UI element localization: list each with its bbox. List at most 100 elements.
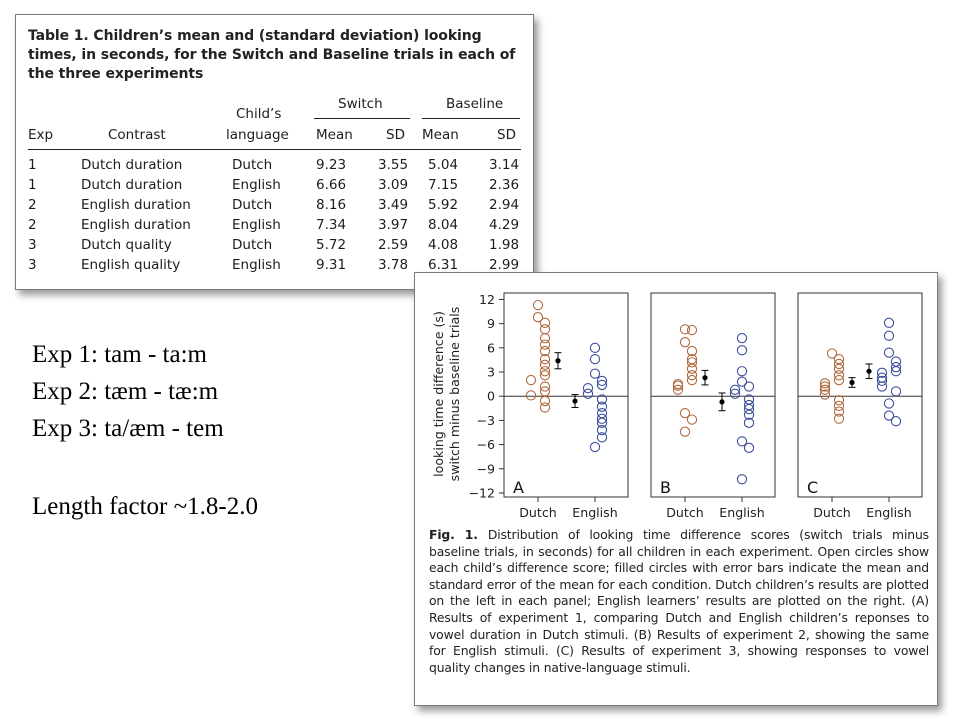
data-point [589,353,601,365]
cell-baseline-mean: 8.04 [428,217,459,233]
panel-label: B [660,478,671,497]
figure-caption-text: Distribution of looking time difference … [429,527,929,675]
data-point [736,345,748,356]
header-switch: Switch [338,96,383,112]
y-tick-label: −9 [476,461,495,476]
data-point [743,403,755,415]
data-point [539,359,551,370]
x-tick-label: English [719,505,764,520]
cell-switch-sd: 3.49 [378,197,409,213]
data-point [596,432,608,443]
mean-point [866,368,872,374]
data-point [833,413,845,424]
data-point [679,407,691,419]
mean-point [555,358,561,364]
cell-switch-sd: 3.97 [378,217,409,233]
cell-language: Dutch [232,157,273,173]
data-point [596,417,608,428]
cell-baseline-sd: 1.98 [489,237,520,253]
cell-contrast: English duration [81,217,191,233]
header-baseline-sd: SD [497,127,516,143]
data-point [743,381,755,392]
data-point [890,366,902,377]
y-tick-label: 12 [479,292,495,307]
data-point [672,380,684,391]
data-point [883,410,895,421]
baseline-group-rule [422,118,520,119]
table-card: Table 1. Children’s mean and (standard d… [15,14,534,290]
cell-language: English [232,257,281,273]
cell-switch-mean: 9.23 [316,157,347,173]
data-point [736,333,748,344]
note-exp2: Exp 2: tæm - tæ:m [32,378,219,405]
data-point [589,342,601,353]
data-point [833,363,845,374]
cell-language: Dutch [232,197,273,213]
data-point [819,389,831,400]
data-point [833,374,845,386]
data-point [686,357,698,368]
data-point [686,414,698,425]
switch-group-rule [314,118,410,119]
data-point [672,384,684,395]
y-axis-label-line1: looking time difference (s) [431,311,446,477]
data-point [883,347,895,358]
y-tick-label: 0 [487,389,495,404]
data-point [596,375,608,387]
cell-switch-sd: 3.78 [378,257,409,273]
cell-exp: 1 [28,177,37,193]
header-childs: Child’s [236,106,282,122]
data-point [729,384,741,395]
data-point [539,395,551,407]
header-switch-sd: SD [386,127,405,143]
y-axis-label-line2: switch minus baseline trials [447,307,462,482]
data-point [596,424,608,436]
header-switch-mean: Mean [316,127,353,143]
data-point [883,398,895,409]
data-point [686,324,698,336]
cell-baseline-sd: 2.36 [489,177,520,193]
cell-exp: 1 [28,157,37,173]
x-tick-label: English [572,505,617,520]
cell-contrast: Dutch duration [81,177,183,193]
panel-label: C [807,478,818,497]
cell-language: English [232,217,281,233]
cell-baseline-mean: 4.08 [428,237,459,253]
data-point [743,409,755,420]
data-point [890,386,902,397]
data-point [539,339,551,350]
header-baseline-mean: Mean [422,127,459,143]
table-title: Table 1. Children’s mean and (standard d… [28,28,516,82]
note-exp1: Exp 1: tam - ta:m [32,341,207,368]
note-length-factor: Length factor ~1.8-2.0 [32,493,258,520]
data-point [539,353,551,365]
x-tick-label: Dutch [813,505,851,520]
header-rule [28,149,521,150]
data-point [736,366,748,377]
data-point [890,356,902,367]
data-point [883,317,895,328]
mean-point [572,398,578,404]
data-point [743,417,755,428]
cell-baseline-mean: 5.92 [428,197,459,213]
strip-plot: looking time difference (s) switch minus… [431,292,923,520]
cell-contrast: Dutch duration [81,157,183,173]
data-point [876,367,888,378]
figure-label: Fig. 1. [429,527,478,542]
data-point [736,376,748,387]
data-point [679,426,691,437]
cell-exp: 3 [28,237,37,253]
cell-language: Dutch [232,237,273,253]
cell-exp: 2 [28,197,37,213]
y-tick-label: 3 [487,365,495,380]
data-point [819,384,831,395]
cell-baseline-sd: 3.14 [489,157,520,173]
x-tick-label: English [866,505,911,520]
cell-switch-mean: 8.16 [316,197,347,213]
data-point [736,474,748,485]
data-point [582,388,594,399]
panel-label: A [513,478,524,497]
data-point [743,399,755,411]
cell-switch-sd: 3.55 [378,157,409,173]
data-point [539,366,551,377]
